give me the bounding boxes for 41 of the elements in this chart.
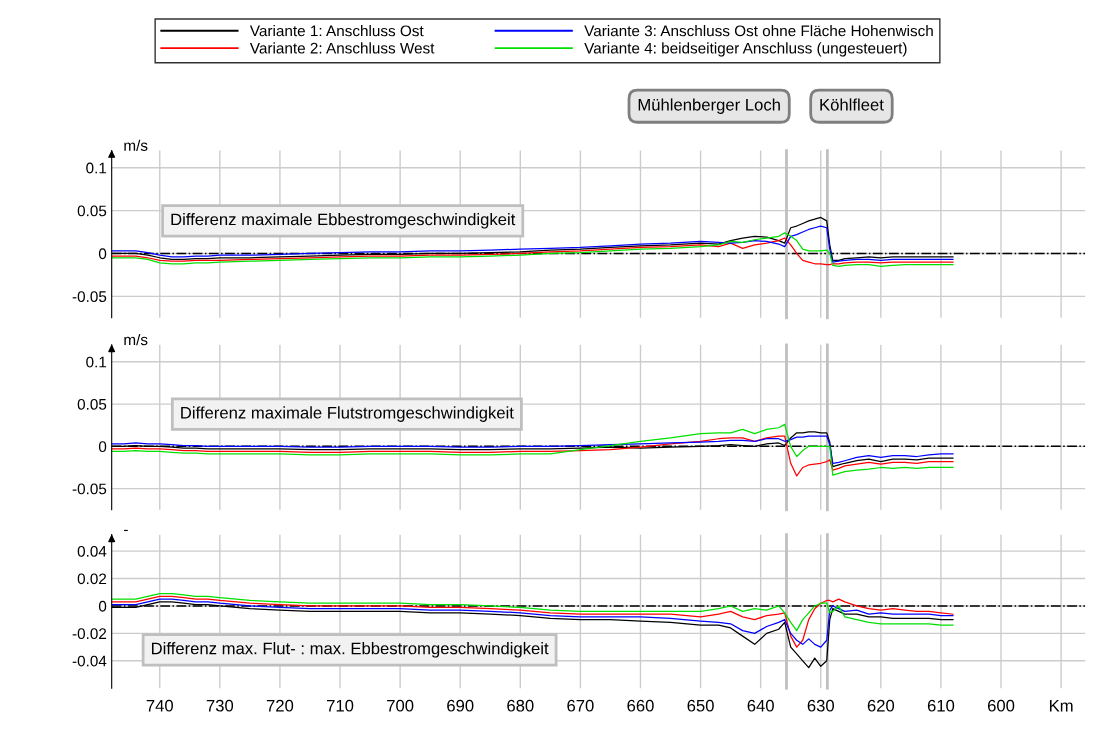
x-tick-label: 690 bbox=[447, 699, 474, 712]
y-tick-label: 0 bbox=[98, 441, 107, 453]
y-axis-title: m/s bbox=[124, 333, 148, 346]
x-tick-label: 650 bbox=[687, 699, 714, 712]
x-tick-label: 600 bbox=[987, 699, 1015, 712]
annotation: Differenz maximale Ebbestromgeschwindigkeit bbox=[171, 213, 516, 229]
ref-line-label: Köhlfleet bbox=[820, 98, 884, 111]
y-tick-label: 0.02 bbox=[77, 573, 107, 585]
y-tick-label: -0.04 bbox=[72, 655, 107, 667]
y-tick-label: 0.1 bbox=[86, 162, 107, 174]
y-axis-title: - bbox=[124, 529, 128, 532]
x-tick-label: 670 bbox=[567, 699, 594, 712]
x-tick-label: 680 bbox=[507, 699, 534, 712]
y-tick-label: 0.04 bbox=[77, 545, 107, 557]
x-tick-label: 710 bbox=[326, 699, 354, 712]
legend-label: Variante 3: Anschluss Ost ohne Fläche Hohenwisch bbox=[584, 25, 933, 37]
y-tick-label: 0 bbox=[98, 600, 107, 612]
y-tick-label: 0.05 bbox=[77, 205, 107, 217]
x-tick-label: 660 bbox=[627, 699, 654, 712]
y-tick-label: 0.1 bbox=[86, 356, 107, 368]
annotation: Differenz max. Flut- : max. Ebbestromgeschwindigkeit bbox=[152, 642, 549, 658]
x-tick-label: 610 bbox=[927, 699, 955, 712]
ref-line-label: Mühlenberger Loch bbox=[638, 98, 780, 114]
y-tick-label: 0.05 bbox=[77, 398, 107, 410]
x-tick-label: 730 bbox=[206, 699, 234, 712]
x-tick-label: 700 bbox=[387, 699, 414, 712]
y-tick-label: -0.05 bbox=[72, 291, 107, 303]
legend-label: Variante 1: Anschluss Ost bbox=[249, 25, 424, 37]
x-tick-label: 630 bbox=[807, 699, 834, 712]
y-axis-title: m/s bbox=[124, 139, 148, 151]
x-tick-label: 740 bbox=[146, 699, 174, 712]
legend-label: Variante 4: beidseitiger Anschluss (ungesteuert) bbox=[584, 42, 907, 57]
x-tick-label: 620 bbox=[867, 699, 895, 712]
y-tick-label: -0.05 bbox=[72, 483, 107, 495]
legend-label: Variante 2: Anschluss West bbox=[249, 42, 435, 54]
x-tick-label: 720 bbox=[266, 699, 294, 712]
y-tick-label: 0 bbox=[98, 248, 107, 260]
y-tick-label: -0.02 bbox=[72, 628, 107, 640]
x-tick-label: Km bbox=[1049, 699, 1073, 712]
x-tick-label: 640 bbox=[747, 699, 774, 712]
annotation: Differenz maximale Flutstromgeschwindigkeit bbox=[181, 406, 514, 422]
